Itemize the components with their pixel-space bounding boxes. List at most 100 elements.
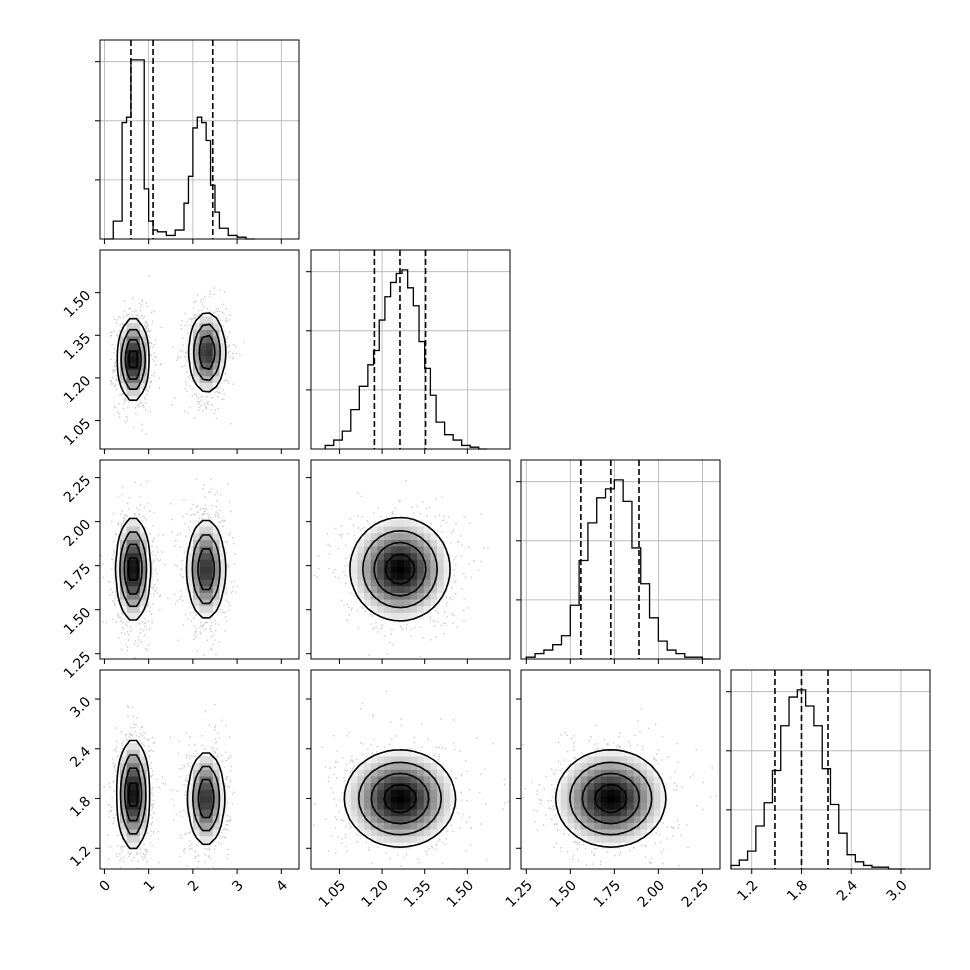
- density-cell: [133, 599, 141, 607]
- density-cell: [560, 796, 568, 803]
- density-cell: [410, 815, 418, 823]
- density-cell: [370, 532, 378, 540]
- density-cell: [126, 749, 134, 757]
- density-cell: [377, 552, 385, 560]
- density-cell: [443, 559, 451, 567]
- density-cell: [580, 769, 588, 777]
- density-cell: [390, 586, 398, 593]
- density-cell: [199, 796, 207, 803]
- density-cell: [126, 559, 134, 567]
- density-cell: [370, 802, 378, 810]
- density-cell: [206, 316, 214, 324]
- density-cell: [437, 546, 444, 554]
- density-cell: [212, 362, 220, 370]
- density-cell: [574, 822, 581, 830]
- density-cell: [133, 756, 141, 764]
- density-cell: [192, 592, 200, 600]
- density-cell: [613, 822, 621, 830]
- density-cell: [212, 559, 220, 567]
- density-cell: [126, 329, 134, 337]
- contour-line: [119, 531, 221, 608]
- panel-background: [311, 250, 510, 449]
- density-cell: [139, 329, 147, 337]
- density-cell: [417, 572, 425, 580]
- density-cell: [430, 822, 438, 830]
- y-tick-label: 1.2: [67, 843, 94, 870]
- density-cell: [423, 526, 431, 534]
- density-cell: [126, 809, 134, 817]
- density-cell: [212, 789, 220, 797]
- density-cell: [390, 572, 398, 580]
- density-cell: [119, 789, 127, 797]
- density-cell: [186, 782, 194, 790]
- density-cell: [640, 802, 648, 810]
- density-cell: [417, 789, 425, 797]
- density-cell: [600, 809, 608, 817]
- density-cell: [633, 769, 641, 777]
- density-cell: [567, 776, 575, 784]
- density-cell: [206, 796, 214, 803]
- density-cell: [119, 566, 127, 574]
- density-cell: [139, 822, 147, 830]
- density-cell: [410, 546, 418, 554]
- density-cell: [126, 552, 134, 560]
- density-cell: [212, 802, 220, 810]
- density-cell: [212, 586, 220, 593]
- density-cell: [423, 552, 431, 560]
- density-cell: [113, 559, 121, 567]
- density-cell: [206, 322, 214, 330]
- x-tick-label: 1.75: [591, 877, 624, 910]
- density-cell: [653, 815, 661, 823]
- density-cell: [607, 796, 615, 803]
- density-cell: [607, 776, 615, 784]
- density-cell: [410, 782, 418, 790]
- x-tick-label: 3.0: [884, 877, 911, 904]
- density-cell: [620, 769, 628, 777]
- density-cell: [647, 815, 654, 823]
- density-cell: [192, 605, 200, 613]
- density-cell: [139, 532, 147, 540]
- density-cell: [600, 829, 608, 837]
- panel-frame: [310, 249, 511, 450]
- density-cell: [600, 789, 608, 797]
- density-cell: [199, 605, 207, 613]
- x-tick-label: 1.20: [358, 877, 391, 910]
- density-cell: [397, 566, 405, 574]
- density-cell: [199, 552, 207, 560]
- density-cell: [364, 782, 371, 790]
- density-cell: [653, 776, 661, 784]
- density-cell: [560, 802, 568, 810]
- density-cell: [364, 566, 371, 574]
- density-cell: [397, 822, 405, 830]
- density-cell: [139, 526, 147, 534]
- density-cell: [430, 566, 438, 574]
- density-cell: [600, 769, 608, 777]
- density-cell: [357, 566, 365, 574]
- density-cell: [443, 552, 451, 560]
- density-cell: [370, 829, 378, 837]
- density-cell: [390, 756, 398, 764]
- density-cell: [430, 776, 438, 784]
- density-cell: [139, 782, 147, 790]
- density-cell: [574, 762, 581, 770]
- density-cell: [186, 572, 194, 580]
- density-cell: [206, 559, 214, 567]
- density-cell: [587, 835, 595, 843]
- density-cell: [212, 782, 220, 790]
- density-cell: [212, 539, 220, 547]
- density-cell: [430, 809, 438, 817]
- density-cell: [139, 802, 147, 810]
- contour-line: [594, 783, 628, 814]
- density-cell: [397, 749, 405, 757]
- density-cell: [587, 829, 595, 837]
- x-tick-label: 2.00: [635, 877, 668, 910]
- density-cell: [430, 586, 438, 593]
- density-cell: [647, 762, 654, 770]
- density-cell: [133, 329, 141, 337]
- density-cell: [423, 586, 431, 593]
- density-cell: [600, 756, 608, 764]
- density-cell: [344, 789, 352, 797]
- contour-line: [349, 516, 451, 622]
- density-cell: [627, 829, 635, 837]
- density-cell: [383, 526, 391, 534]
